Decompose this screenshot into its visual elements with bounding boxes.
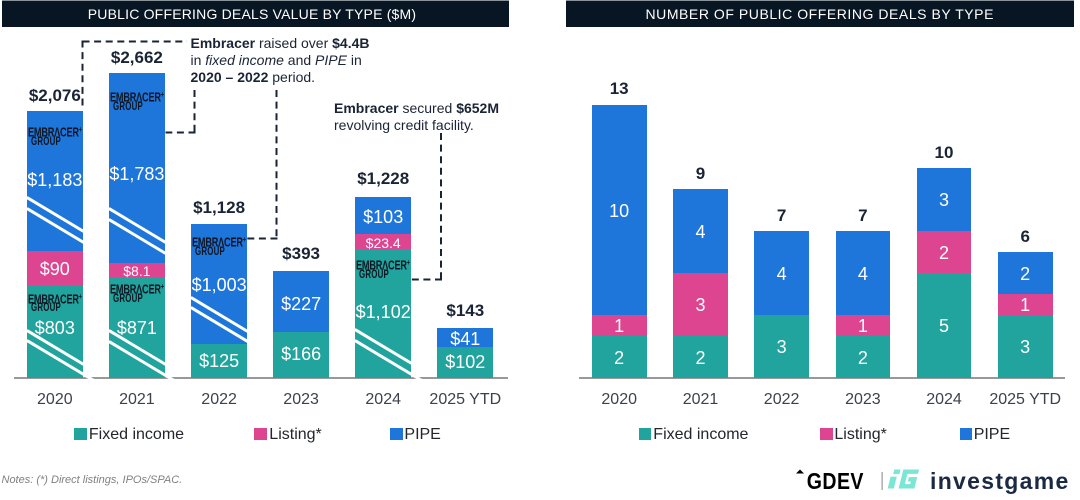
svg-text:investgame: investgame bbox=[930, 469, 1070, 494]
svg-text:GDEV: GDEV bbox=[807, 469, 864, 494]
